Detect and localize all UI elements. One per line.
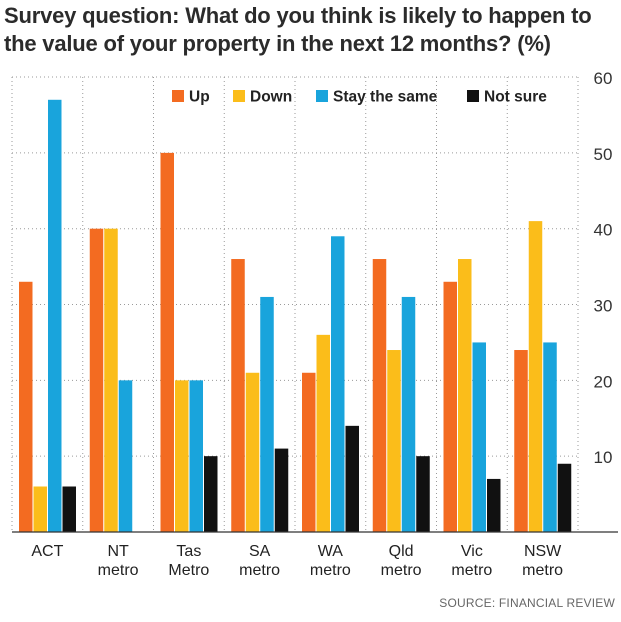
- bar-down: [33, 486, 47, 532]
- title-line-2: the value of your property in the next 1…: [4, 31, 551, 56]
- bar-stay-the-same: [48, 99, 62, 532]
- chart-title: Survey question: What do you think is li…: [4, 2, 616, 58]
- category-label: ACT: [31, 543, 63, 560]
- bar-up: [89, 228, 104, 532]
- bar-down: [245, 372, 260, 532]
- category-label: metro: [239, 562, 280, 579]
- bar-not-sure: [204, 456, 218, 532]
- bar-up: [302, 372, 316, 532]
- bar-stay-the-same: [260, 296, 274, 532]
- legend-label: Not sure: [484, 89, 547, 106]
- bar-up: [231, 259, 245, 532]
- bar-down: [104, 228, 118, 532]
- y-tick-label: 40: [594, 221, 613, 240]
- bar-down: [528, 221, 543, 532]
- y-tick-label: 60: [594, 69, 613, 88]
- bar-not-sure: [557, 463, 572, 532]
- y-tick-label: 30: [594, 297, 613, 316]
- legend-label: Up: [189, 89, 210, 106]
- y-tick-label: 50: [594, 145, 613, 164]
- legend-label: Stay the same: [333, 89, 438, 106]
- bar-stay-the-same: [472, 342, 486, 532]
- bar-down: [316, 334, 330, 532]
- bar-up: [19, 281, 33, 532]
- bar-not-sure: [62, 486, 76, 532]
- bar-stay-the-same: [331, 236, 345, 532]
- category-label: NT: [107, 543, 129, 560]
- category-label: SA: [249, 543, 271, 560]
- category-label: Vic: [461, 543, 483, 560]
- bar-not-sure: [345, 425, 359, 532]
- bar-up: [514, 350, 528, 532]
- bar-down: [175, 380, 189, 532]
- category-label: metro: [451, 562, 492, 579]
- category-label: Tas: [176, 543, 201, 560]
- category-label: NSW: [524, 543, 562, 560]
- legend-swatch: [467, 90, 479, 102]
- legend-swatch: [316, 90, 328, 102]
- bar-stay-the-same: [189, 380, 203, 532]
- category-label: metro: [98, 562, 139, 579]
- category-label: metro: [381, 562, 422, 579]
- legend-swatch: [233, 90, 245, 102]
- bar-stay-the-same: [543, 342, 557, 532]
- category-label: Qld: [389, 543, 414, 560]
- category-label: metro: [310, 562, 351, 579]
- bar-not-sure: [274, 448, 289, 532]
- bar-down: [458, 259, 472, 532]
- y-tick-label: 10: [594, 448, 613, 467]
- legend-label: Down: [250, 89, 292, 106]
- bar-down: [387, 350, 401, 532]
- y-tick-label: 20: [594, 372, 613, 391]
- category-label: Metro: [168, 562, 209, 579]
- bar-up: [160, 152, 174, 532]
- category-label: WA: [318, 543, 344, 560]
- legend-swatch: [172, 90, 184, 102]
- bar-up: [443, 281, 457, 532]
- bar-not-sure: [487, 478, 501, 532]
- bar-stay-the-same: [401, 296, 416, 532]
- bar-not-sure: [416, 456, 430, 532]
- source-note: SOURCE: FINANCIAL REVIEW: [439, 596, 615, 610]
- bar-stay-the-same: [118, 380, 133, 532]
- bar-up: [372, 259, 387, 532]
- category-label: metro: [522, 562, 563, 579]
- title-line-1: Survey question: What do you think is li…: [4, 3, 592, 28]
